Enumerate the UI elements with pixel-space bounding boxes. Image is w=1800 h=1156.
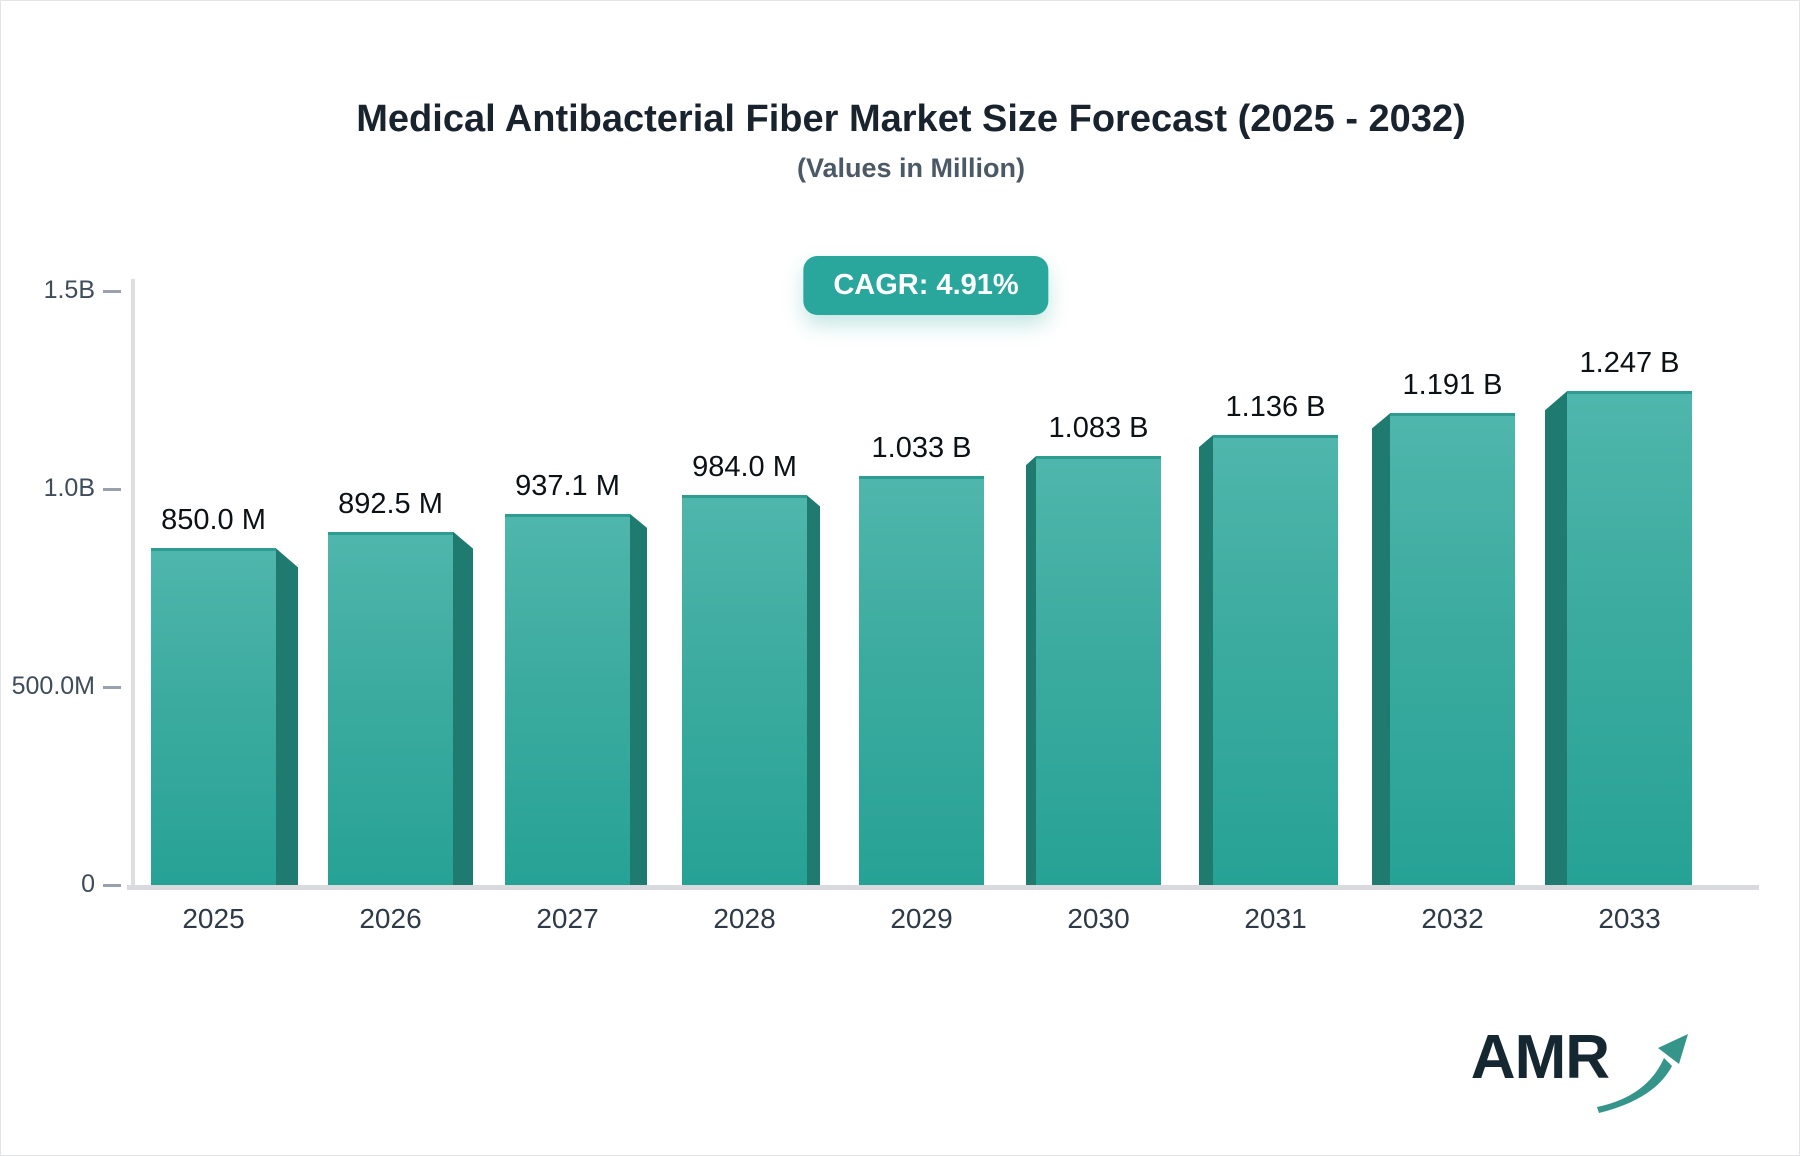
chart-subtitle: (Values in Million) [796, 153, 1026, 183]
bar-side-2030 [1026, 456, 1036, 885]
y-axis-line [131, 279, 135, 887]
bar-value-label: 1.033 B [871, 431, 972, 464]
bar-value-label: 984.0 M [692, 451, 797, 484]
bar-side-2027 [630, 513, 647, 885]
bar-2026[interactable] [328, 531, 453, 885]
bar-value-label: 1.083 B [1048, 412, 1149, 445]
bar-side-2028 [807, 495, 820, 885]
x-tick-label-2031: 2031 [1244, 903, 1307, 934]
y-tick-label: 500.0M [11, 672, 95, 700]
x-axis-baseline [127, 885, 1759, 890]
bar-2033[interactable] [1567, 391, 1692, 885]
y-tick-label: 0 [81, 870, 95, 898]
bar-side-2026 [453, 531, 473, 885]
bar-2029[interactable] [859, 475, 984, 885]
bar-2032[interactable] [1390, 413, 1515, 885]
bar-2025[interactable] [151, 548, 276, 885]
bar-side-2032 [1372, 413, 1390, 885]
x-tick-label-2032: 2032 [1421, 903, 1484, 934]
x-tick-label-2025: 2025 [182, 903, 245, 934]
bar-2030[interactable] [1036, 456, 1161, 885]
y-tick-mark [103, 488, 121, 491]
amr-logo: AMR [1471, 1027, 1691, 1120]
chart-title: Medical Antibacterial Fiber Market Size … [356, 98, 1466, 140]
x-tick-label-2029: 2029 [890, 903, 953, 934]
y-tick-label: 1.5B [43, 276, 95, 304]
bar-side-2033 [1545, 391, 1567, 885]
bar-side-2025 [276, 548, 298, 885]
cagr-badge: CAGR: 4.91% [803, 256, 1049, 315]
bar-value-label: 892.5 M [338, 487, 443, 520]
x-tick-label-2027: 2027 [536, 903, 599, 934]
amr-logo-text: AMR [1470, 1023, 1610, 1092]
bar-value-label: 937.1 M [515, 469, 620, 502]
y-tick-mark [103, 686, 121, 689]
bar-value-label: 1.247 B [1579, 347, 1680, 380]
x-tick-label-2026: 2026 [359, 903, 422, 934]
y-tick-mark [103, 290, 121, 293]
trend-up-arrow-icon [1595, 1029, 1691, 1120]
bar-2027[interactable] [505, 513, 630, 885]
bar-2028[interactable] [682, 495, 807, 885]
y-tick-mark [103, 884, 121, 887]
x-tick-label-2033: 2033 [1598, 903, 1661, 934]
bar-value-label: 850.0 M [161, 504, 266, 537]
bar-2031[interactable] [1213, 435, 1338, 885]
bar-side-2031 [1199, 435, 1213, 885]
x-tick-label-2030: 2030 [1067, 903, 1130, 934]
x-tick-label-2028: 2028 [713, 903, 776, 934]
bar-value-label: 1.191 B [1402, 369, 1503, 402]
bar-value-label: 1.136 B [1225, 391, 1326, 424]
y-tick-label: 1.0B [43, 474, 95, 502]
